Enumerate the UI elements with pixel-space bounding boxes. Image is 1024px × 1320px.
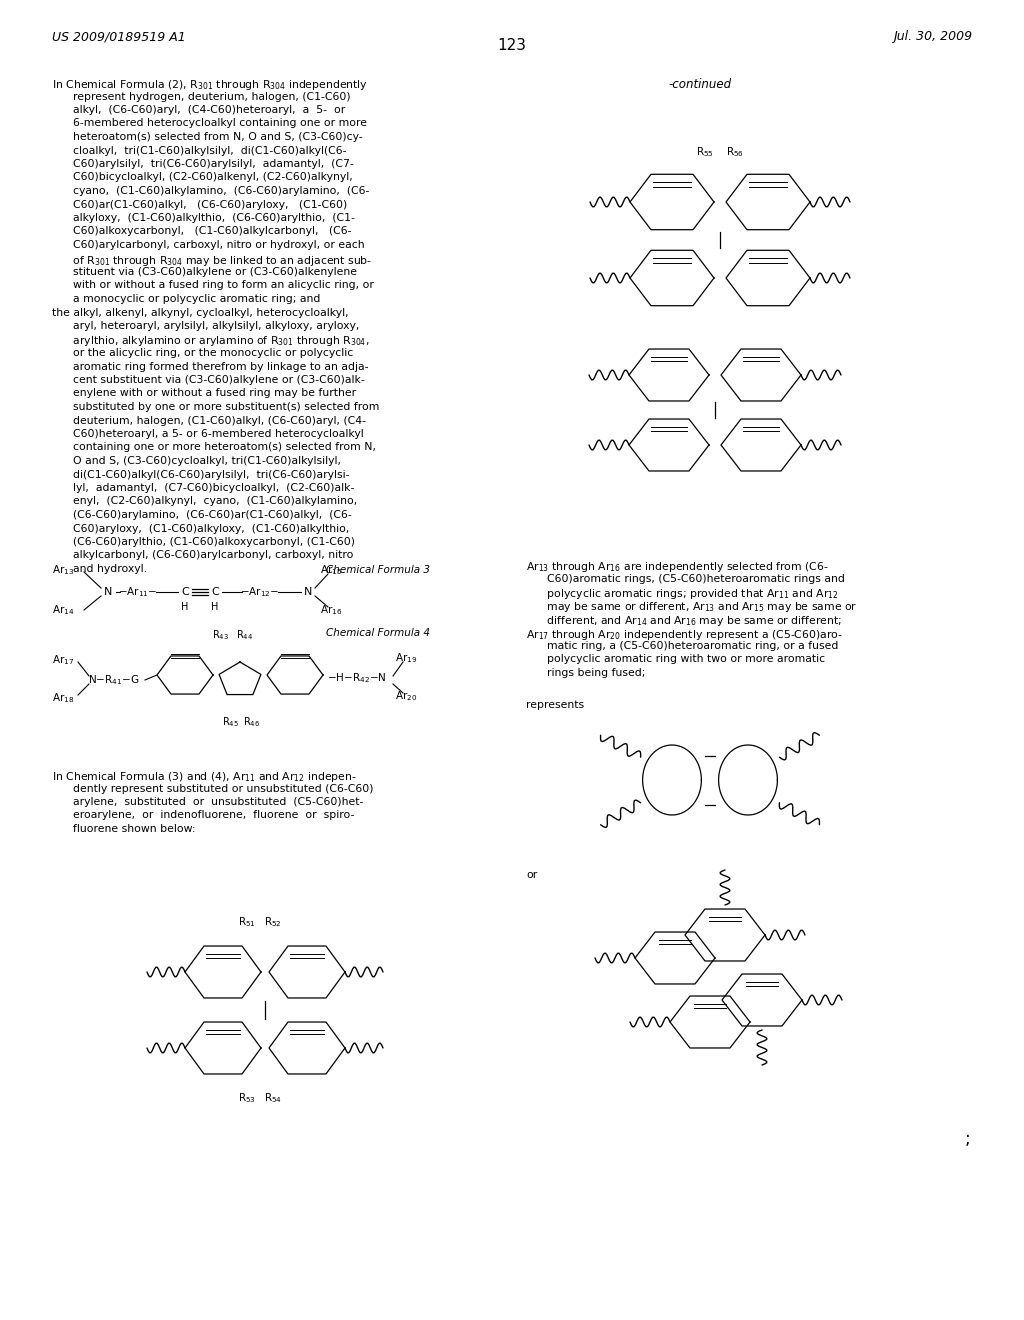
Text: Ar$_{18}$: Ar$_{18}$ xyxy=(52,692,74,705)
Text: Ar$_{14}$: Ar$_{14}$ xyxy=(52,603,75,616)
Text: C60)aromatic rings, (C5-C60)heteroaromatic rings and: C60)aromatic rings, (C5-C60)heteroaromat… xyxy=(526,573,845,583)
Text: O and S, (C3-C60)cycloalkyl, tri(C1-C60)alkylsilyl,: O and S, (C3-C60)cycloalkyl, tri(C1-C60)… xyxy=(52,455,341,466)
Text: may be same or different, Ar$_{13}$ and Ar$_{15}$ may be same or: may be same or different, Ar$_{13}$ and … xyxy=(526,601,857,615)
Text: enylene with or without a fused ring may be further: enylene with or without a fused ring may… xyxy=(52,388,356,399)
Text: cyano,  (C1-C60)alkylamino,  (C6-C60)arylamino,  (C6-: cyano, (C1-C60)alkylamino, (C6-C60)aryla… xyxy=(52,186,370,195)
Text: R$_{53}$: R$_{53}$ xyxy=(238,1092,256,1105)
Text: Ar$_{13}$ through Ar$_{16}$ are independently selected from (C6-: Ar$_{13}$ through Ar$_{16}$ are independ… xyxy=(526,560,828,574)
Text: R$_{43}$: R$_{43}$ xyxy=(212,628,228,642)
Text: alkyl,  (C6-C60)aryl,  (C4-C60)heteroaryl,  a  5-  or: alkyl, (C6-C60)aryl, (C4-C60)heteroaryl,… xyxy=(52,106,345,115)
Text: 123: 123 xyxy=(498,38,526,53)
Text: alkylcarbonyl, (C6-C60)arylcarbonyl, carboxyl, nitro: alkylcarbonyl, (C6-C60)arylcarbonyl, car… xyxy=(52,550,353,561)
Text: the alkyl, alkenyl, alkynyl, cycloalkyl, heterocycloalkyl,: the alkyl, alkenyl, alkynyl, cycloalkyl,… xyxy=(52,308,348,318)
Text: fluorene shown below:: fluorene shown below: xyxy=(52,824,196,834)
Text: In Chemical Formula (2), R$_{301}$ through R$_{304}$ independently: In Chemical Formula (2), R$_{301}$ throu… xyxy=(52,78,368,92)
Text: R$_{52}$: R$_{52}$ xyxy=(264,915,282,929)
Text: aryl, heteroaryl, arylsilyl, alkylsilyl, alkyloxy, aryloxy,: aryl, heteroaryl, arylsilyl, alkylsilyl,… xyxy=(52,321,359,331)
Text: US 2009/0189519 A1: US 2009/0189519 A1 xyxy=(52,30,185,44)
Text: -continued: -continued xyxy=(669,78,731,91)
Text: R$_{46}$: R$_{46}$ xyxy=(244,715,260,729)
Text: Chemical Formula 4: Chemical Formula 4 xyxy=(326,628,430,638)
Text: containing one or more heteroatom(s) selected from N,: containing one or more heteroatom(s) sel… xyxy=(52,442,376,453)
Text: aromatic ring formed therefrom by linkage to an adja-: aromatic ring formed therefrom by linkag… xyxy=(52,362,369,371)
Text: a monocyclic or polycyclic aromatic ring; and: a monocyclic or polycyclic aromatic ring… xyxy=(52,294,321,304)
Text: cloalkyl,  tri(C1-C60)alkylsilyl,  di(C1-C60)alkyl(C6-: cloalkyl, tri(C1-C60)alkylsilyl, di(C1-C… xyxy=(52,145,346,156)
Text: di(C1-C60)alkyl(C6-C60)arylsilyl,  tri(C6-C60)arylsi-: di(C1-C60)alkyl(C6-C60)arylsilyl, tri(C6… xyxy=(52,470,349,479)
Text: (C6-C60)arylamino,  (C6-C60)ar(C1-C60)alkyl,  (C6-: (C6-C60)arylamino, (C6-C60)ar(C1-C60)alk… xyxy=(52,510,352,520)
Text: 6-membered heterocycloalkyl containing one or more: 6-membered heterocycloalkyl containing o… xyxy=(52,119,367,128)
Text: or the alicyclic ring, or the monocyclic or polycyclic: or the alicyclic ring, or the monocyclic… xyxy=(52,348,353,358)
Text: alkyloxy,  (C1-C60)alkylthio,  (C6-C60)arylthio,  (C1-: alkyloxy, (C1-C60)alkylthio, (C6-C60)ary… xyxy=(52,213,355,223)
Text: or: or xyxy=(526,870,538,880)
Text: Ar$_{13}$: Ar$_{13}$ xyxy=(52,564,74,577)
Text: N: N xyxy=(103,587,113,597)
Text: C60)bicycloalkyl, (C2-C60)alkenyl, (C2-C60)alkynyl,: C60)bicycloalkyl, (C2-C60)alkenyl, (C2-C… xyxy=(52,173,352,182)
Text: H: H xyxy=(181,602,188,612)
Text: C: C xyxy=(181,587,188,597)
Text: C60)ar(C1-C60)alkyl,   (C6-C60)aryloxy,   (C1-C60): C60)ar(C1-C60)alkyl, (C6-C60)aryloxy, (C… xyxy=(52,199,347,210)
Text: stituent via (C3-C60)alkylene or (C3-C60)alkenylene: stituent via (C3-C60)alkylene or (C3-C60… xyxy=(52,267,357,277)
Text: rings being fused;: rings being fused; xyxy=(526,668,645,678)
Text: deuterium, halogen, (C1-C60)alkyl, (C6-C60)aryl, (C4-: deuterium, halogen, (C1-C60)alkyl, (C6-C… xyxy=(52,416,366,425)
Text: Ar$_{16}$: Ar$_{16}$ xyxy=(319,603,342,616)
Text: C60)arylcarbonyl, carboxyl, nitro or hydroxyl, or each: C60)arylcarbonyl, carboxyl, nitro or hyd… xyxy=(52,240,365,249)
Text: C60)arylsilyl,  tri(C6-C60)arylsilyl,  adamantyl,  (C7-: C60)arylsilyl, tri(C6-C60)arylsilyl, ada… xyxy=(52,158,353,169)
Text: R$_{55}$: R$_{55}$ xyxy=(696,145,714,158)
Text: $-$Ar$_{12}$$-$: $-$Ar$_{12}$$-$ xyxy=(241,585,280,599)
Text: represent hydrogen, deuterium, halogen, (C1-C60): represent hydrogen, deuterium, halogen, … xyxy=(52,91,350,102)
Text: N: N xyxy=(304,587,312,597)
Text: R$_{51}$: R$_{51}$ xyxy=(238,915,256,929)
Text: $-$Ar$_{11}$$-$: $-$Ar$_{11}$$-$ xyxy=(119,585,158,599)
Text: lyl,  adamantyl,  (C7-C60)bicycloalkyl,  (C2-C60)alk-: lyl, adamantyl, (C7-C60)bicycloalkyl, (C… xyxy=(52,483,354,492)
Text: of R$_{301}$ through R$_{304}$ may be linked to an adjacent sub-: of R$_{301}$ through R$_{304}$ may be li… xyxy=(52,253,373,268)
Text: In Chemical Formula (3) and (4), Ar$_{11}$ and Ar$_{12}$ indepen-: In Chemical Formula (3) and (4), Ar$_{11… xyxy=(52,770,356,784)
Text: H: H xyxy=(211,602,219,612)
Text: arylthio, alkylamino or arylamino of R$_{301}$ through R$_{304}$,: arylthio, alkylamino or arylamino of R$_… xyxy=(52,334,370,348)
Text: R$_{54}$: R$_{54}$ xyxy=(264,1092,282,1105)
Text: heteroatom(s) selected from N, O and S, (C3-C60)cy-: heteroatom(s) selected from N, O and S, … xyxy=(52,132,362,143)
Text: and hydroxyl.: and hydroxyl. xyxy=(52,564,147,574)
Text: represents: represents xyxy=(526,700,584,710)
Text: Ar$_{17}$: Ar$_{17}$ xyxy=(52,653,74,667)
Text: Ar$_{20}$: Ar$_{20}$ xyxy=(395,689,417,702)
Text: R$_{44}$: R$_{44}$ xyxy=(237,628,254,642)
Text: cent substituent via (C3-C60)alkylene or (C3-C60)alk-: cent substituent via (C3-C60)alkylene or… xyxy=(52,375,365,385)
Text: (C6-C60)arylthio, (C1-C60)alkoxycarbonyl, (C1-C60): (C6-C60)arylthio, (C1-C60)alkoxycarbonyl… xyxy=(52,537,355,546)
Text: N$-$R$_{41}$$-$G: N$-$R$_{41}$$-$G xyxy=(88,673,139,686)
Text: substituted by one or more substituent(s) selected from: substituted by one or more substituent(s… xyxy=(52,403,379,412)
Text: different, and Ar$_{14}$ and Ar$_{16}$ may be same or different;: different, and Ar$_{14}$ and Ar$_{16}$ m… xyxy=(526,614,842,628)
Text: C60)aryloxy,  (C1-C60)alkyloxy,  (C1-C60)alkylthio,: C60)aryloxy, (C1-C60)alkyloxy, (C1-C60)a… xyxy=(52,524,349,533)
Text: Chemical Formula 3: Chemical Formula 3 xyxy=(326,565,430,576)
Text: C60)heteroaryl, a 5- or 6-membered heterocycloalkyl: C60)heteroaryl, a 5- or 6-membered heter… xyxy=(52,429,364,440)
Text: Ar$_{15}$: Ar$_{15}$ xyxy=(319,564,342,577)
Text: polycyclic aromatic ring with two or more aromatic: polycyclic aromatic ring with two or mor… xyxy=(526,655,825,664)
Text: polycyclic aromatic rings; provided that Ar$_{11}$ and Ar$_{12}$: polycyclic aromatic rings; provided that… xyxy=(526,587,839,601)
Text: R$_{56}$: R$_{56}$ xyxy=(726,145,744,158)
Text: C60)alkoxycarbonyl,   (C1-C60)alkylcarbonyl,   (C6-: C60)alkoxycarbonyl, (C1-C60)alkylcarbony… xyxy=(52,227,351,236)
Text: with or without a fused ring to form an alicyclic ring, or: with or without a fused ring to form an … xyxy=(52,281,374,290)
Text: arylene,  substituted  or  unsubstituted  (C5-C60)het-: arylene, substituted or unsubstituted (C… xyxy=(52,797,364,807)
Text: $-$H$-$R$_{42}$$-$N: $-$H$-$R$_{42}$$-$N xyxy=(327,671,386,685)
Text: eroarylene,  or  indenofluorene,  fluorene  or  spiro-: eroarylene, or indenofluorene, fluorene … xyxy=(52,810,354,821)
Text: C: C xyxy=(211,587,219,597)
Text: R$_{45}$: R$_{45}$ xyxy=(221,715,239,729)
Text: dently represent substituted or unsubstituted (C6-C60): dently represent substituted or unsubsti… xyxy=(52,784,374,793)
Text: Ar$_{17}$ through Ar$_{20}$ independently represent a (C5-C60)aro-: Ar$_{17}$ through Ar$_{20}$ independentl… xyxy=(526,627,843,642)
Text: Ar$_{19}$: Ar$_{19}$ xyxy=(395,651,417,665)
Text: ;: ; xyxy=(965,1130,970,1148)
Text: enyl,  (C2-C60)alkynyl,  cyano,  (C1-C60)alkylamino,: enyl, (C2-C60)alkynyl, cyano, (C1-C60)al… xyxy=(52,496,357,507)
Text: Jul. 30, 2009: Jul. 30, 2009 xyxy=(893,30,972,44)
Text: matic ring, a (C5-C60)heteroaromatic ring, or a fused: matic ring, a (C5-C60)heteroaromatic rin… xyxy=(526,642,839,651)
